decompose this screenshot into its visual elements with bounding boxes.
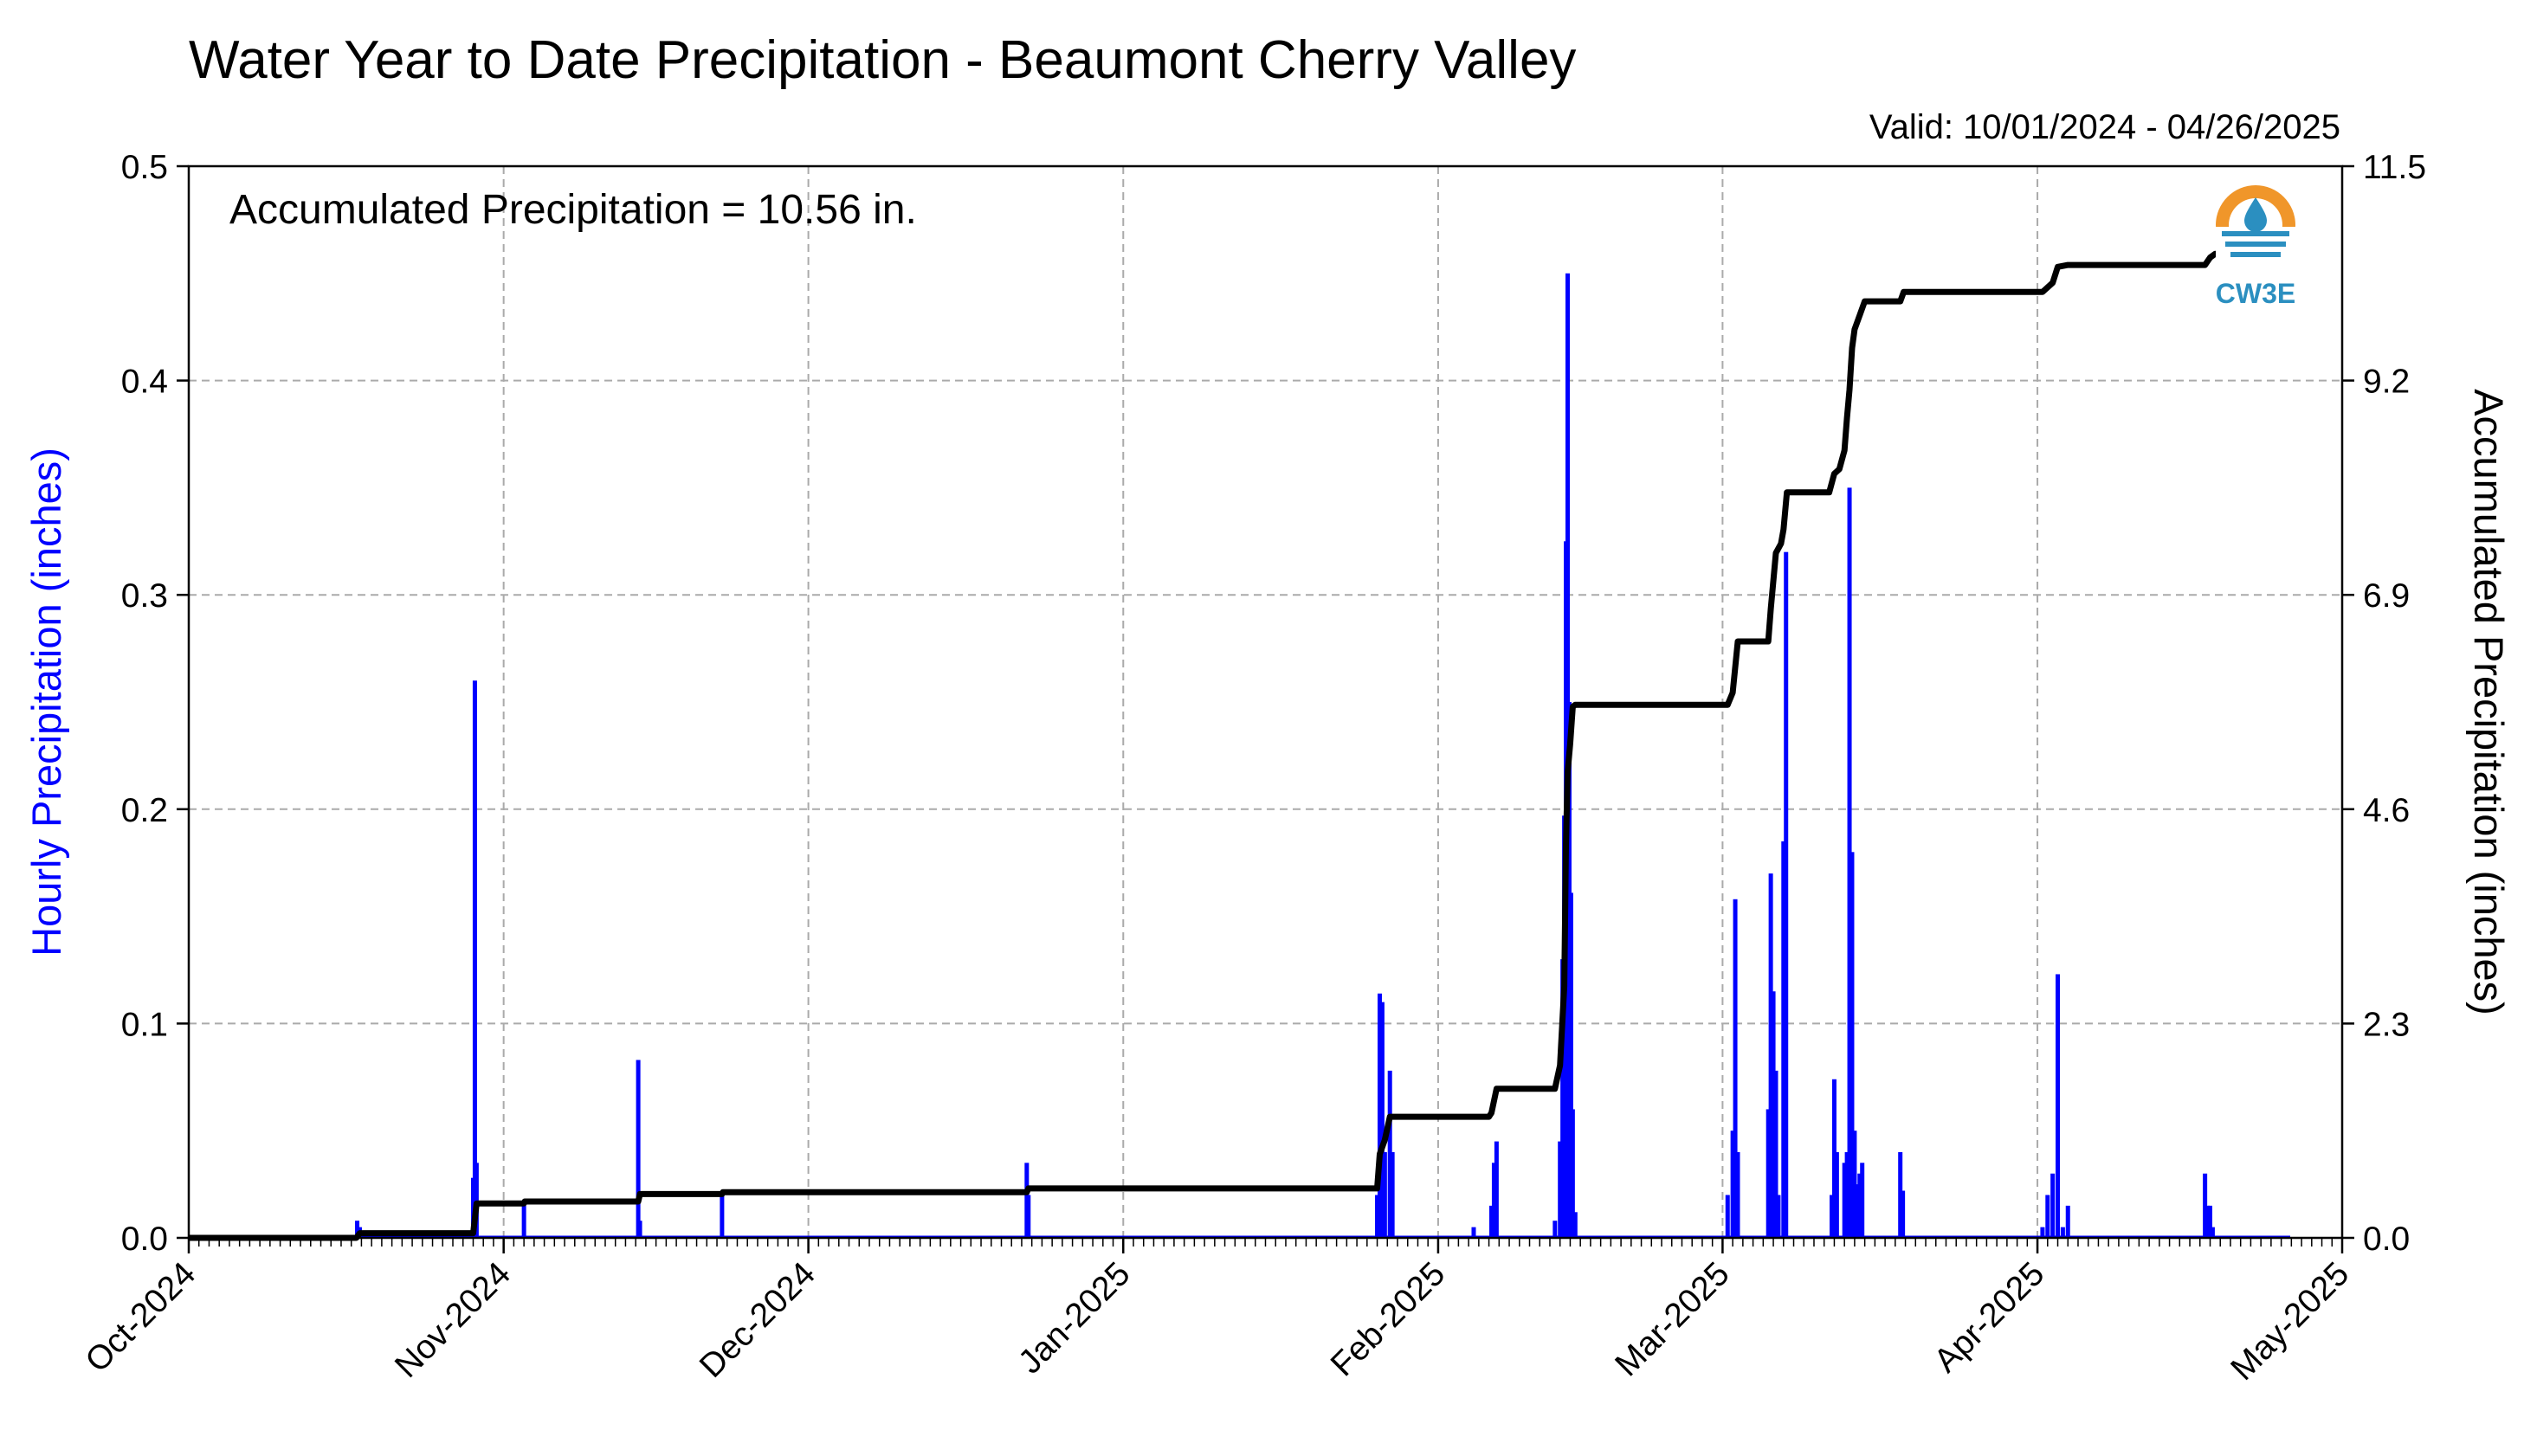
hourly-bar [1552, 1221, 1558, 1238]
y-right-tick-label: 0.0 [2363, 1221, 2410, 1258]
hourly-bar [2050, 1173, 2056, 1238]
hourly-bar [1572, 1212, 1578, 1238]
hourly-bar [474, 1163, 479, 1238]
logo-text: CW3E [2216, 278, 2295, 309]
accumulated-total-annotation: Accumulated Precipitation = 10.56 in. [229, 187, 917, 233]
hourly-bar [1382, 1151, 1387, 1238]
hourly-bar [1834, 1151, 1839, 1238]
x-tick-label: Oct-2024 [79, 1255, 203, 1380]
hourly-bar [1471, 1227, 1476, 1238]
y-right-tick-label: 2.3 [2363, 1006, 2410, 1043]
hourly-bar [637, 1221, 642, 1238]
hourly-bar [355, 1221, 360, 1238]
accumulated-precip-series [189, 250, 2292, 1241]
x-tick-label: Mar-2025 [1608, 1255, 1736, 1383]
hourly-bar [1558, 1141, 1563, 1238]
y-left-tick-label: 0.3 [121, 577, 168, 615]
hourly-bar [1489, 1205, 1494, 1238]
chart-title: Water Year to Date Precipitation - Beaum… [189, 30, 1576, 90]
y-left-tick-label: 0.4 [121, 364, 168, 401]
grid-lines [189, 166, 2342, 1238]
hourly-bar [1375, 1195, 1380, 1238]
hourly-bar [720, 1195, 725, 1238]
y-left-tick-label: 0.2 [121, 792, 168, 829]
hourly-bar [1725, 1195, 1730, 1238]
hourly-bar [1730, 1131, 1735, 1238]
hourly-bar [1898, 1151, 1903, 1238]
y-right-tick-label: 6.9 [2363, 577, 2410, 615]
x-tick-label: Apr-2025 [1927, 1255, 2052, 1380]
hourly-bar [2060, 1227, 2065, 1238]
y-left-tick-label: 0.1 [121, 1006, 168, 1043]
cw3e-logo: CW3E [2216, 185, 2295, 309]
y-left-tick-label: 0.5 [121, 149, 168, 186]
hourly-bar [1776, 1195, 1781, 1238]
y-right-axis-label: Accumulated Precipitation (inches) [2466, 389, 2512, 1015]
hourly-bar [1844, 1151, 1849, 1238]
hourly-bar [1901, 1190, 1906, 1238]
y-right-tick-label: 9.2 [2363, 364, 2410, 401]
hourly-bar [1830, 1195, 1835, 1238]
hourly-bar [2210, 1227, 2215, 1238]
hourly-bar [1570, 1109, 1575, 1238]
x-tick-label: Feb-2025 [1324, 1255, 1452, 1383]
hourly-bar [2056, 974, 2061, 1238]
hourly-bar [1857, 1173, 1862, 1238]
hourly-bar [1771, 991, 1776, 1238]
hourly-bar [1847, 487, 1852, 1238]
hourly-bar [2203, 1173, 2208, 1238]
y-right-tick-label: 11.5 [2363, 149, 2426, 186]
hourly-bar [636, 1060, 641, 1238]
droplet-icon [2244, 197, 2267, 232]
x-tick-label: Nov-2024 [388, 1255, 518, 1385]
hourly-bar [1494, 1141, 1499, 1238]
hourly-bar [1768, 873, 1773, 1238]
hourly-bar [1842, 1163, 1847, 1238]
hourly-bar [1387, 1070, 1392, 1238]
plot-frame [187, 164, 2344, 1240]
hourly-bar [1855, 1184, 1860, 1238]
hourly-bar [1781, 841, 1786, 1238]
hourly-bar [1377, 993, 1382, 1238]
hourly-bar [1766, 1109, 1771, 1238]
axes: 0.0 0.0 0.1 2.3 0.2 4.6 0.3 6.9 0.4 9.2 0.5 11.5 Oct… [23, 149, 2512, 1388]
hourly-bar [1773, 1070, 1778, 1238]
hourly-bar [2065, 1205, 2070, 1238]
hourly-bar [1831, 1079, 1837, 1238]
hourly-bar [1568, 892, 1573, 1238]
hourly-bar [521, 1205, 526, 1238]
hourly-bar [1379, 1002, 1385, 1238]
hourly-bar [2205, 1205, 2211, 1238]
y-left-axis-label: Hourly Precipitation (inches) [23, 448, 69, 957]
y-right-tick-label: 4.6 [2363, 792, 2410, 829]
hourly-bar [1733, 899, 1738, 1238]
valid-range-label: Valid: 10/01/2024 - 04/26/2025 [1869, 108, 2340, 146]
hourly-bar [1849, 852, 1855, 1238]
y-left-tick-label: 0.0 [121, 1221, 168, 1258]
hourly-bar [1860, 1163, 1865, 1238]
hourly-bar [472, 680, 477, 1238]
x-tick-label: Dec-2024 [693, 1255, 823, 1385]
hourly-bar [2207, 1205, 2212, 1238]
hourly-bar [1390, 1151, 1395, 1238]
hourly-bar [2040, 1227, 2045, 1238]
hourly-bar [1852, 1131, 1857, 1238]
hourly-bar [1784, 551, 1789, 1238]
hourly-bar [1026, 1195, 1031, 1238]
accumulated-line [189, 250, 2292, 1241]
hourly-bar [1735, 1151, 1740, 1238]
hourly-bar [2045, 1195, 2050, 1238]
x-tick-label: May-2025 [2224, 1255, 2356, 1388]
hourly-bar [1491, 1163, 1496, 1238]
x-tick-label: Jan-2025 [1011, 1255, 1137, 1381]
